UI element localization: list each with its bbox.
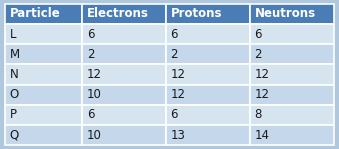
Text: P: P	[9, 108, 17, 121]
Bar	[166, 64, 250, 85]
Bar	[82, 44, 166, 64]
Text: Particle: Particle	[9, 7, 60, 20]
Text: 2: 2	[87, 48, 94, 61]
Text: Protons: Protons	[171, 7, 222, 20]
Text: 6: 6	[171, 28, 178, 41]
Text: 8: 8	[255, 108, 262, 121]
Bar	[5, 44, 82, 64]
Bar	[82, 64, 166, 85]
Bar	[250, 24, 334, 44]
Bar	[5, 85, 82, 105]
Bar	[250, 85, 334, 105]
Bar	[250, 64, 334, 85]
Text: 12: 12	[255, 88, 270, 101]
Bar	[82, 24, 166, 44]
Text: Q: Q	[9, 129, 19, 142]
Bar	[166, 24, 250, 44]
Bar	[82, 85, 166, 105]
Text: 6: 6	[255, 28, 262, 41]
Text: 12: 12	[87, 68, 102, 81]
Bar	[250, 44, 334, 64]
Text: 2: 2	[255, 48, 262, 61]
Text: 12: 12	[171, 68, 186, 81]
Bar	[166, 105, 250, 125]
Text: M: M	[9, 48, 20, 61]
Text: N: N	[9, 68, 18, 81]
Bar	[166, 44, 250, 64]
Text: Electrons: Electrons	[87, 7, 148, 20]
Text: 6: 6	[87, 28, 94, 41]
Text: 10: 10	[87, 129, 102, 142]
Text: Neutrons: Neutrons	[255, 7, 316, 20]
Text: 2: 2	[171, 48, 178, 61]
Text: L: L	[9, 28, 16, 41]
Text: 12: 12	[255, 68, 270, 81]
Bar	[5, 64, 82, 85]
Text: 6: 6	[87, 108, 94, 121]
Bar	[166, 125, 250, 145]
Bar	[250, 125, 334, 145]
Text: 6: 6	[171, 108, 178, 121]
Text: O: O	[9, 88, 19, 101]
Bar	[82, 105, 166, 125]
Bar	[5, 24, 82, 44]
Bar	[82, 125, 166, 145]
Bar	[82, 4, 166, 24]
Bar	[166, 4, 250, 24]
Bar	[250, 105, 334, 125]
Bar	[166, 85, 250, 105]
Bar	[250, 4, 334, 24]
Bar	[5, 105, 82, 125]
Text: 14: 14	[255, 129, 270, 142]
Text: 12: 12	[171, 88, 186, 101]
Bar	[5, 4, 82, 24]
Text: 13: 13	[171, 129, 185, 142]
Bar	[5, 125, 82, 145]
Text: 10: 10	[87, 88, 102, 101]
